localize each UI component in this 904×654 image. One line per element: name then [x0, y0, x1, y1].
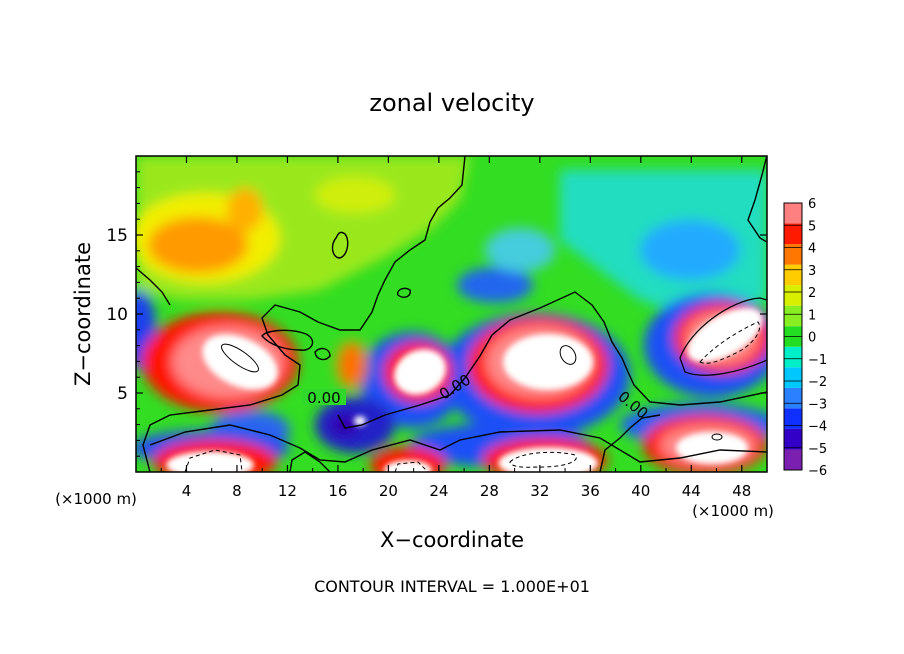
x-tick-label: 44 [682, 482, 701, 500]
white-core-center [503, 334, 593, 390]
colorbar-swatch [784, 305, 802, 327]
x-tick-label: 8 [232, 482, 242, 500]
small-zero-contour-loop-4 [314, 347, 331, 361]
x-multiplier-left: (×1000 m) [55, 490, 137, 508]
colorbar-tick-label: −6 [808, 464, 827, 479]
contour-core-far-right [711, 433, 723, 441]
dashed-contour-bottom-left [184, 449, 243, 472]
colorbar-swatch [784, 244, 802, 265]
x-axis: 4 8 12 16 20 24 28 32 36 40 44 48 [160, 156, 751, 500]
colorbar-swatch [784, 203, 802, 224]
x-tick-label: 4 [182, 482, 192, 500]
colorbar-tick-label: 2 [808, 286, 816, 301]
white-core-small [393, 349, 447, 395]
colorbar-swatch [784, 285, 802, 306]
dashed-contour-right [699, 321, 760, 364]
negative-contours [184, 321, 760, 472]
colorbar-tick-label: 5 [808, 219, 816, 234]
x-tick-label: 36 [581, 482, 600, 500]
colorbar-tick-label: −5 [808, 442, 827, 457]
x-tick-label: 16 [328, 482, 347, 500]
colorbar-tick-label: −4 [808, 420, 827, 435]
x-multiplier-right: (×1000 m) [692, 502, 774, 520]
white-core-far-right [676, 432, 748, 464]
colorbar-swatch [784, 428, 802, 450]
cyan-patch-center [485, 228, 555, 272]
white-spot-mid [354, 416, 366, 426]
orange-patch-top [227, 188, 263, 232]
zero-contour-bottom-mid [289, 451, 331, 472]
colorbar: 6 5 4 3 2 1 0 −1 −2 −3 −4 −5 −6 [783, 197, 827, 479]
orange-patch-upper-left [148, 217, 248, 273]
white-core-right [687, 307, 763, 363]
heatmap-field: 0.00 0.00 0.00 [136, 156, 767, 472]
small-zero-contour-loop-2 [397, 287, 411, 298]
zero-contour-left-edge [136, 267, 171, 306]
zero-contour-lower [149, 424, 767, 463]
colorbar-swatch [784, 449, 802, 470]
dashed-contour-bottom-mid [394, 461, 429, 472]
chart-title: zonal velocity [369, 89, 534, 117]
x-tick-label: 20 [379, 482, 398, 500]
colorbar-swatch [784, 367, 802, 388]
colorbar-swatch [784, 346, 802, 368]
contour-core-left [221, 343, 259, 373]
colorbar-tick-label: −3 [808, 397, 827, 412]
y-axis-label: Z−coordinate [71, 242, 95, 386]
contour-interval-footer: CONTOUR INTERVAL = 1.000E+01 [314, 577, 590, 596]
small-zero-contour-loop [331, 231, 349, 259]
colorbar-swatch [784, 223, 802, 245]
orange-spot-mid [334, 339, 370, 391]
x-tick-label: 12 [278, 482, 297, 500]
y-tick-label: 10 [106, 305, 128, 325]
colorbar-tick-label: −1 [808, 353, 827, 368]
colorbar-tick-label: 0 [808, 331, 816, 346]
x-tick-label: 28 [480, 482, 499, 500]
y-axis: 5 10 15 [106, 171, 767, 457]
colorbar-tick-label: −2 [808, 375, 827, 390]
colorbar-swatch [784, 264, 802, 286]
inner-contours [221, 343, 723, 441]
contour-label-bg-1 [302, 389, 346, 405]
colorbar-tick-label: 1 [808, 308, 816, 323]
colorbar-tick-label: 3 [808, 264, 816, 279]
zero-contour-right-top [747, 156, 767, 243]
zero-contour-right-lobe [679, 297, 767, 376]
small-zero-contour-loop-3 [261, 329, 314, 351]
light-blue-patch-right [640, 220, 740, 280]
y-tick-label: 15 [106, 226, 128, 246]
x-tick-label: 32 [530, 482, 549, 500]
colorbar-tick-label: 4 [808, 242, 816, 257]
contour-core-center [559, 345, 577, 365]
dashed-contour-bottom-right [509, 451, 577, 468]
colorbar-swatch [784, 408, 802, 429]
blue-patch-center [457, 267, 533, 303]
x-tick-label: 24 [429, 482, 448, 500]
zero-contours [136, 156, 767, 472]
x-axis-label: X−coordinate [380, 528, 524, 552]
colorbar-swatch [784, 387, 802, 409]
white-core-bottom-mid [384, 460, 432, 472]
x-tick-label: 48 [732, 482, 751, 500]
zero-contour-bottom-right [599, 414, 661, 472]
yellow-spot-center [315, 177, 395, 213]
contour-label: 0.00 [307, 389, 340, 407]
x-tick-label: 40 [631, 482, 650, 500]
zero-contour-upper [142, 156, 466, 472]
white-core-bottom-left [166, 451, 254, 472]
white-core-bottom-right [498, 447, 598, 472]
y-tick-label: 5 [117, 384, 128, 404]
dark-blue-spot [329, 413, 361, 437]
zero-contour-middle [337, 291, 767, 429]
colorbar-tick-label: 6 [808, 197, 816, 212]
